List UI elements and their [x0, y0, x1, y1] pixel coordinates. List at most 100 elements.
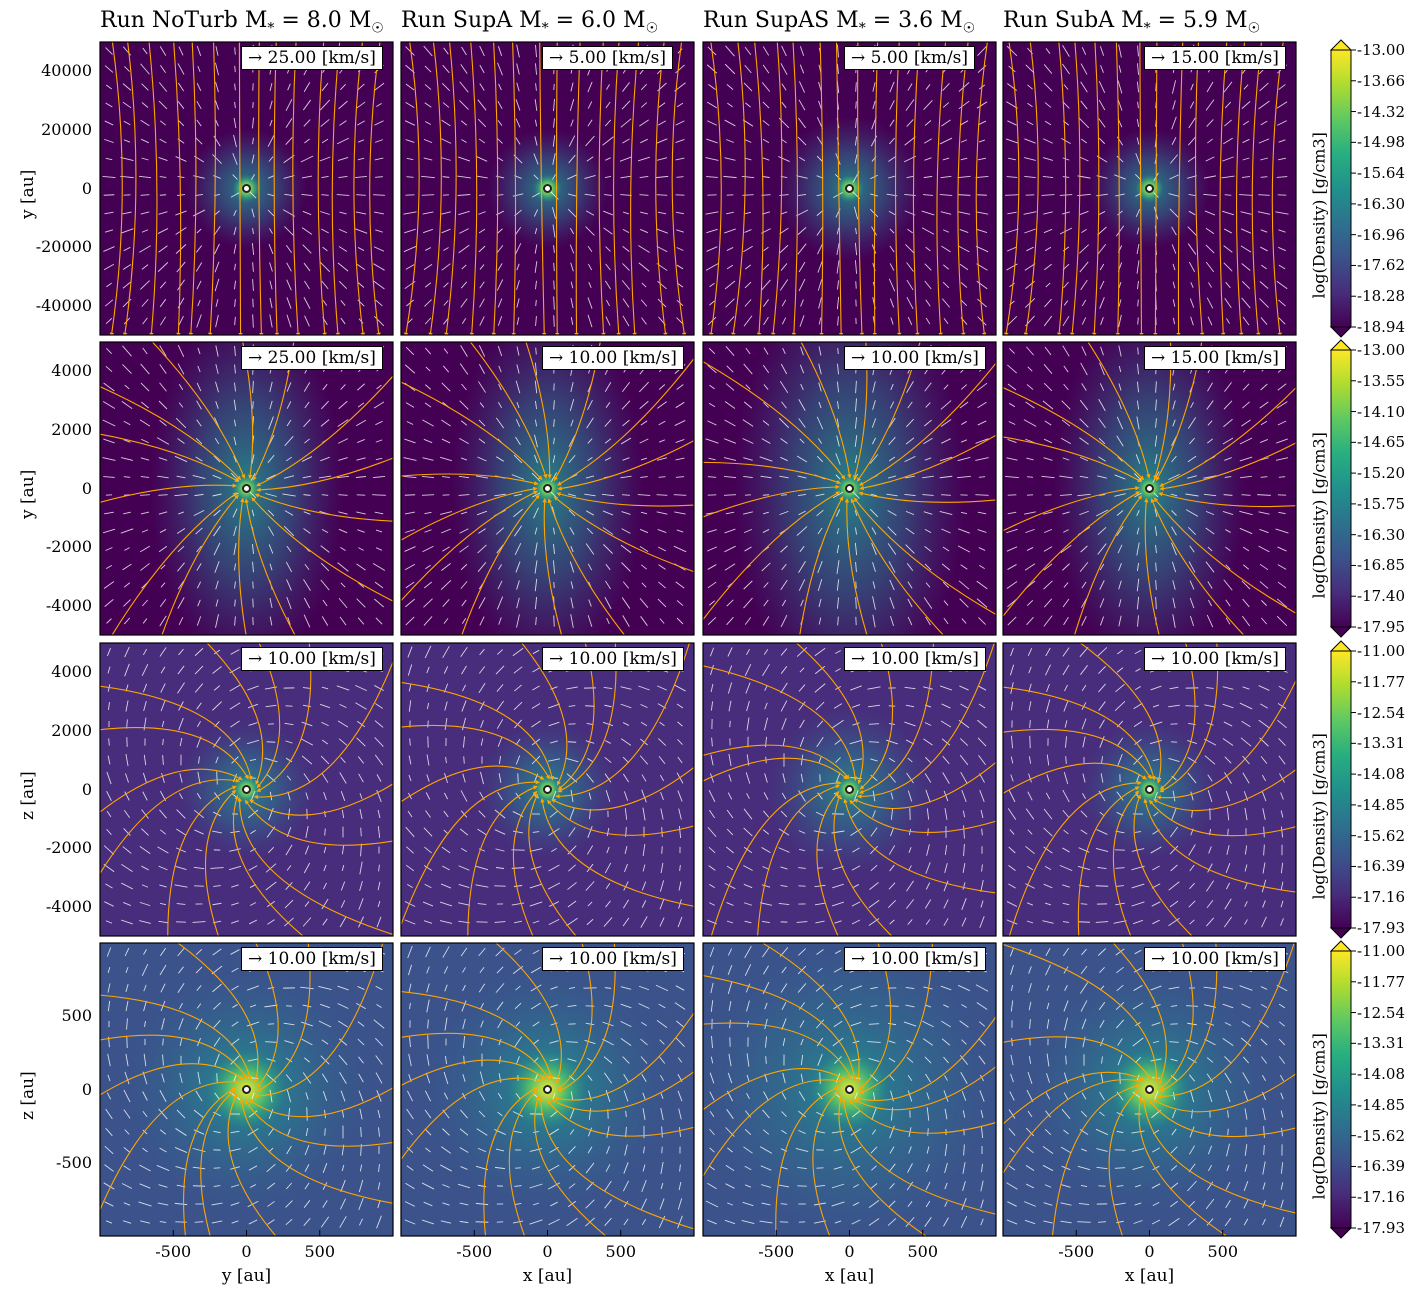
velocity-arrow: [958, 245, 970, 253]
velocity-arrow: [141, 828, 149, 836]
velocity-arrow: [603, 687, 613, 689]
velocity-arrow: [1010, 701, 1014, 711]
velocity-arrow: [1008, 65, 1016, 73]
velocity-arrow: [1043, 1202, 1053, 1206]
velocity-arrow: [496, 245, 504, 253]
velocity-arrow: [232, 174, 238, 180]
velocity-arrow: [478, 245, 486, 253]
velocity-arrow: [605, 563, 611, 571]
velocity-arrow: [159, 1221, 167, 1223]
velocity-arrow: [1242, 564, 1250, 570]
velocity-arrow: [1187, 155, 1197, 163]
velocity-arrow: [195, 137, 203, 145]
velocity-arrow: [764, 773, 768, 783]
velocity-arrow: [780, 438, 788, 444]
velocity-arrow: [1098, 137, 1106, 145]
velocity-arrow: [1096, 647, 1108, 657]
velocity-arrow: [723, 175, 737, 179]
velocity-arrow: [781, 1018, 787, 1030]
velocity-arrow: [798, 867, 806, 869]
velocity-arrow: [301, 755, 313, 765]
velocity-arrow: [1042, 920, 1054, 924]
velocity-arrow: [192, 1166, 206, 1170]
velocity-arrow: [337, 985, 349, 991]
velocity-arrow: [1008, 1128, 1016, 1136]
velocity-arrow: [780, 682, 788, 694]
velocity-arrow: [870, 986, 878, 990]
velocity-arrow: [511, 474, 525, 480]
streamline: [841, 1097, 996, 1215]
velocity-arrow: [142, 791, 148, 801]
velocity-arrow: [122, 264, 132, 270]
velocity-arrow: [423, 827, 433, 837]
velocity-arrow: [818, 100, 822, 110]
velocity-arrow: [104, 120, 114, 126]
velocity-arrow: [587, 314, 593, 328]
velocity-arrow: [1263, 826, 1265, 838]
velocity-arrow: [762, 829, 770, 835]
velocity-arrow: [287, 83, 291, 91]
xtick-label: -500: [1058, 1242, 1095, 1261]
velocity-arrow: [1062, 45, 1070, 57]
velocity-arrow: [588, 792, 592, 800]
velocity-arrow: [178, 717, 184, 731]
velocity-arrow: [943, 1217, 949, 1227]
velocity-arrow: [1098, 1001, 1106, 1011]
velocity-arrow: [604, 756, 612, 764]
velocity-arrow: [423, 1201, 433, 1207]
velocity-arrow: [762, 1129, 770, 1135]
velocity-arrow: [267, 1219, 275, 1225]
velocity-arrow: [529, 848, 543, 852]
velocity-arrow: [1099, 1111, 1105, 1117]
velocity-arrow: [213, 525, 221, 537]
velocity-arrow: [977, 719, 987, 729]
velocity-arrow: [269, 119, 273, 127]
colorbar-tick: -14.85: [1357, 795, 1406, 814]
velocity-arrow: [229, 684, 241, 692]
velocity-arrow: [924, 563, 932, 571]
velocity-arrow: [511, 902, 525, 906]
velocity-arrow: [725, 316, 735, 326]
velocity-arrow: [177, 363, 185, 375]
velocity-arrow: [229, 702, 241, 710]
velocity-arrow: [267, 175, 275, 179]
velocity-arrow: [904, 455, 916, 463]
velocity-arrow: [1118, 400, 1122, 410]
velocity-arrow: [1044, 865, 1052, 871]
velocity-arrow: [1187, 1218, 1197, 1226]
velocity-arrow: [924, 528, 932, 534]
velocity-arrow: [440, 1164, 452, 1172]
velocity-arrow: [478, 528, 486, 534]
velocity-arrow: [161, 772, 165, 784]
velocity-arrow: [960, 439, 968, 443]
velocity-arrow: [1241, 280, 1251, 290]
streamline: [1070, 42, 1081, 335]
velocity-arrow: [1225, 529, 1231, 533]
velocity-arrow: [818, 438, 822, 444]
velocity-arrow: [1118, 65, 1122, 73]
velocity-arrow: [922, 194, 934, 196]
velocity-arrow: [1222, 1037, 1234, 1047]
velocity-arrow: [924, 138, 932, 144]
streamline: [551, 766, 694, 811]
velocity-arrow: [158, 100, 168, 110]
velocity-arrow: [139, 545, 151, 553]
velocity-arrow: [122, 298, 132, 308]
velocity-arrow: [375, 420, 383, 426]
velocity-arrow: [1079, 418, 1089, 428]
velocity-arrow: [196, 419, 202, 427]
velocity-arrow: [423, 157, 433, 161]
velocity-arrow: [723, 475, 737, 479]
velocity-arrow: [779, 194, 789, 196]
velocity-arrow: [1007, 808, 1017, 820]
velocity-arrow: [443, 348, 449, 354]
streamline: [1159, 386, 1296, 487]
velocity-arrow: [872, 1092, 876, 1100]
velocity-arrow: [143, 1000, 147, 1012]
velocity-arrow: [1188, 1201, 1196, 1207]
velocity-arrow: [761, 562, 771, 572]
velocity-arrow: [1010, 1073, 1014, 1083]
velocity-arrow: [869, 454, 879, 464]
velocity-arrow: [229, 737, 241, 747]
velocity-arrow: [360, 827, 362, 837]
